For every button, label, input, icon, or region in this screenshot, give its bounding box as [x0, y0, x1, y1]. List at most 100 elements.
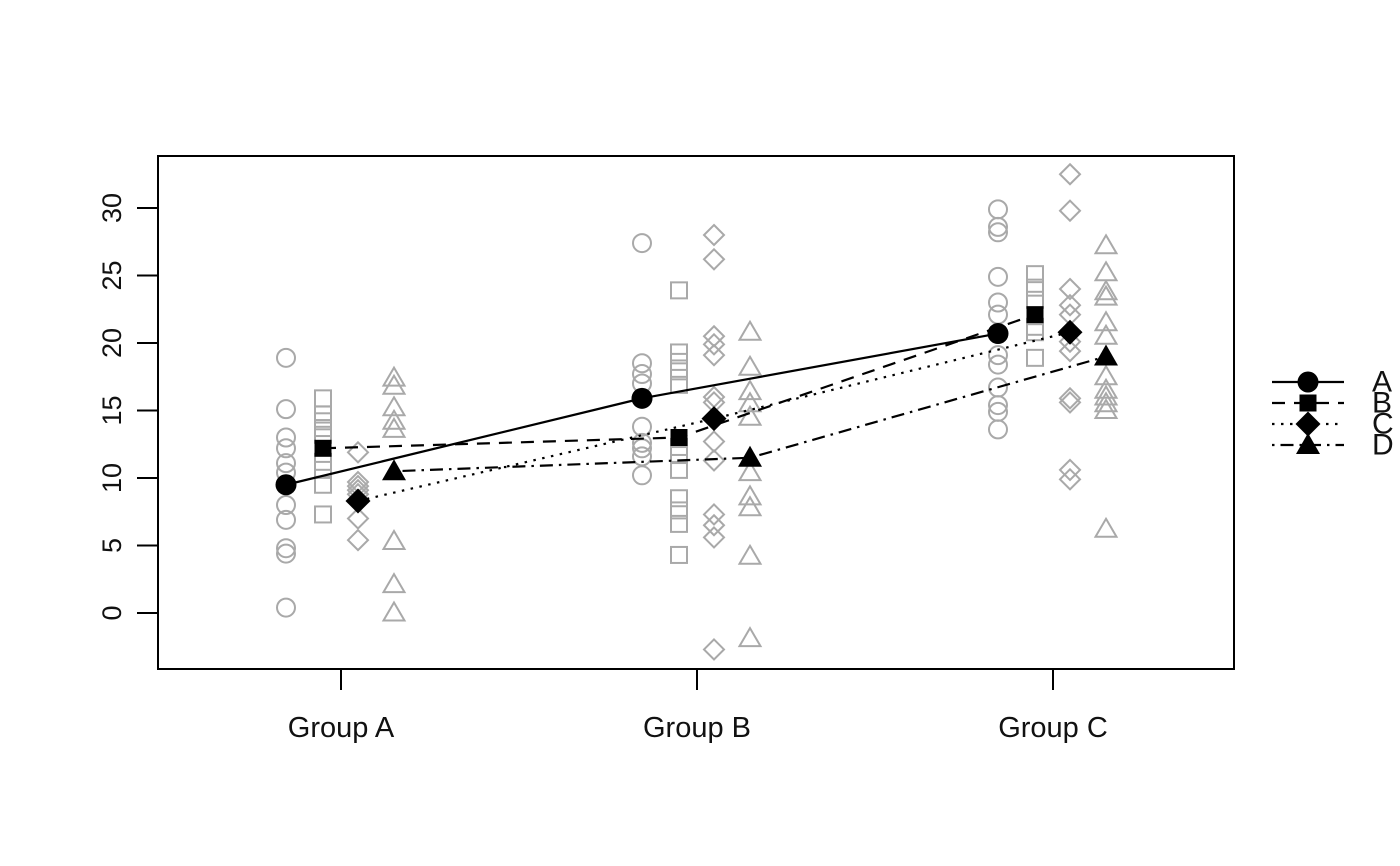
jitter-point-D — [1093, 284, 1119, 306]
jitter-point-A — [276, 538, 296, 559]
mean-point-C — [701, 406, 727, 432]
jitter-point-C — [346, 440, 370, 464]
jitter-point-C — [702, 430, 726, 453]
y-tick-label-0: 0 — [97, 605, 127, 620]
jitter-point-C — [702, 332, 726, 356]
jitter-point-A — [988, 419, 1008, 440]
jitter-point-A — [988, 266, 1008, 287]
jitter-point-C — [702, 525, 726, 549]
jitter-point-B — [670, 501, 688, 520]
mean-line-D — [393, 355, 1107, 473]
jitter-point-C — [1058, 467, 1082, 491]
jitter-point-B — [670, 375, 688, 394]
mean-point-C — [345, 488, 371, 514]
jitter-point-B — [670, 362, 688, 381]
jitter-point-D — [737, 626, 763, 648]
jitter-point-D — [1093, 377, 1119, 399]
jitter-point-D — [737, 354, 763, 376]
jitter-point-A — [276, 438, 296, 459]
jitter-point-B — [670, 343, 688, 362]
jitter-point-A — [276, 427, 296, 448]
jitter-point-A — [276, 453, 296, 474]
x-category-label-1: Group A — [288, 712, 395, 744]
mean-point-B — [314, 439, 332, 457]
jitter-point-A — [988, 216, 1008, 237]
jitter-point-D — [1093, 260, 1119, 282]
jitter-point-D — [381, 528, 407, 550]
mean-point-D — [738, 445, 762, 467]
jitter-point-A — [276, 347, 296, 368]
jitter-point-D — [737, 460, 763, 482]
jitter-point-A — [632, 233, 652, 254]
y-tick-label-5: 5 — [97, 538, 127, 553]
jitter-point-A — [632, 432, 652, 453]
mean-point-B — [1026, 306, 1044, 324]
x-category-label-3: Group C — [998, 712, 1108, 744]
jitter-point-A — [988, 292, 1008, 313]
jitter-point-B — [1026, 323, 1044, 342]
y-tick-label-20: 20 — [97, 328, 127, 358]
jitter-point-D — [1093, 233, 1119, 255]
jitter-point-D — [1093, 391, 1119, 413]
jitter-point-C — [346, 507, 370, 530]
jitter-point-C — [702, 503, 726, 526]
jitter-point-D — [737, 391, 763, 413]
jitter-point-B — [314, 389, 332, 408]
jitter-point-D — [737, 319, 763, 341]
jitter-point-A — [276, 495, 296, 515]
jitter-point-D — [1093, 364, 1119, 386]
jitter-point-D — [381, 416, 407, 438]
mean-point-D — [382, 459, 406, 481]
jitter-point-C — [1058, 162, 1082, 186]
jitter-point-A — [988, 395, 1008, 416]
jitter-point-A — [632, 353, 652, 374]
legend-marker-C — [1295, 411, 1321, 437]
jitter-point-A — [988, 345, 1008, 366]
jitter-point-C — [1058, 199, 1082, 223]
jitter-point-D — [1093, 323, 1119, 345]
jitter-point-C — [1058, 339, 1082, 363]
jitter-point-B — [1026, 290, 1044, 309]
y-tick-label-10: 10 — [97, 463, 127, 493]
mean-line-B — [322, 313, 1036, 450]
jitter-point-C — [702, 638, 726, 661]
jitter-point-D — [1093, 398, 1119, 419]
mean-point-A — [631, 387, 653, 409]
x-category-label-2: Group B — [643, 712, 751, 744]
jitter-point-B — [670, 281, 688, 300]
jitter-point-C — [702, 343, 726, 367]
jitter-point-B — [670, 514, 688, 533]
jitter-point-B — [1026, 278, 1044, 297]
jitter-point-A — [276, 509, 296, 530]
jitter-point-D — [737, 379, 763, 401]
jitter-point-B — [314, 460, 332, 479]
jitter-point-B — [1026, 265, 1044, 284]
jitter-point-C — [702, 449, 726, 472]
legend-marker-D — [1296, 433, 1320, 454]
mean-point-B — [670, 429, 688, 446]
jitter-point-C — [702, 513, 726, 537]
jitter-point-A — [988, 304, 1008, 325]
jitter-point-B — [670, 489, 688, 508]
legend-label-D: D — [1372, 429, 1394, 462]
jitter-point-D — [1093, 279, 1119, 301]
legend-label-A: A — [1372, 366, 1392, 399]
jitter-point-C — [702, 247, 726, 271]
jitter-point-D — [737, 543, 763, 565]
jitter-point-B — [670, 446, 688, 465]
mean-point-D — [1094, 344, 1118, 366]
jitter-point-B — [314, 505, 332, 524]
mean-point-A — [987, 323, 1009, 345]
y-tick-label-25: 25 — [97, 260, 127, 290]
y-tick-label-15: 15 — [97, 395, 127, 425]
jitter-point-D — [1093, 516, 1119, 538]
jitter-point-C — [1058, 386, 1082, 410]
jitter-point-C — [702, 324, 726, 348]
jitter-point-C — [1058, 293, 1082, 317]
jitter-point-D — [381, 373, 407, 395]
jitter-point-B — [670, 545, 688, 564]
jitter-point-A — [632, 465, 652, 486]
jitter-point-A — [988, 222, 1008, 243]
